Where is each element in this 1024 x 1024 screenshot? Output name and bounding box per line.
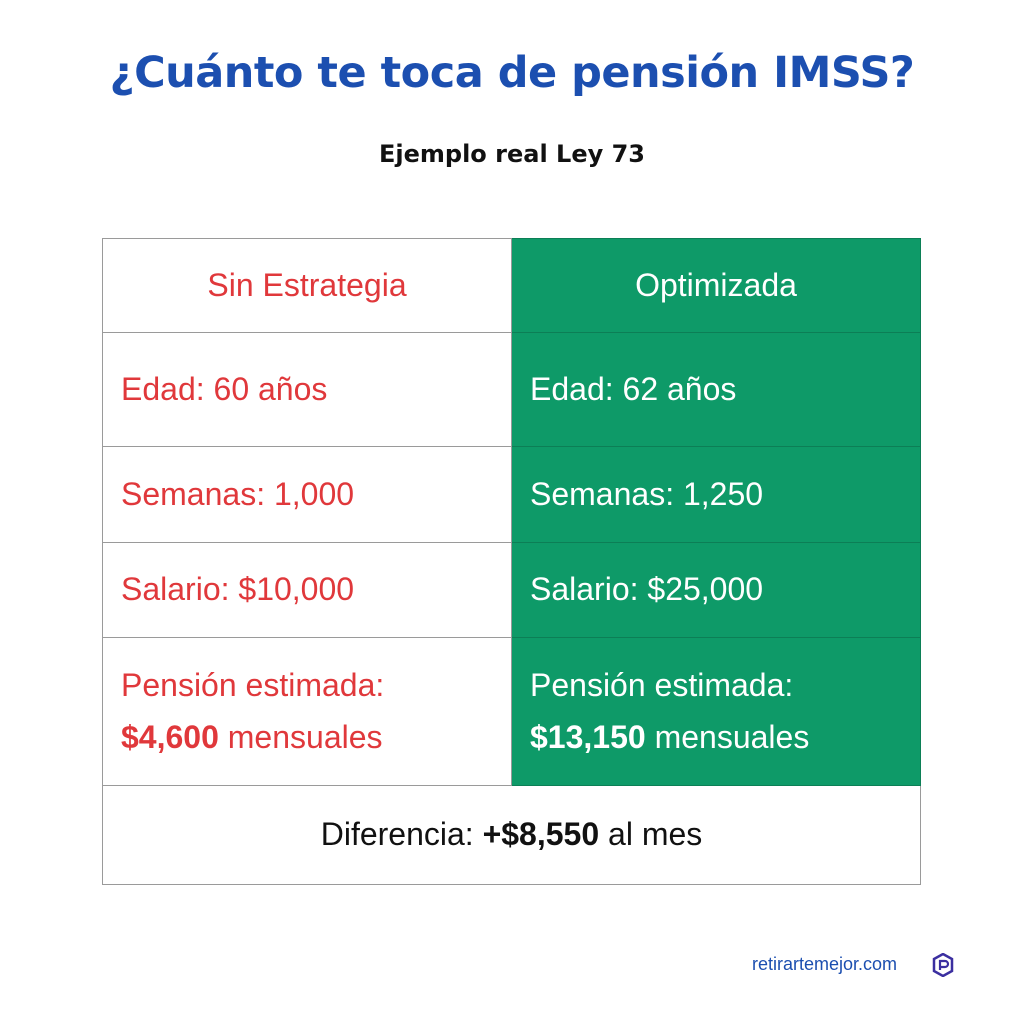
column-header: Optimizada [511,238,921,333]
row: Pensión estimada: $4,600 mensuales Pensió… [102,637,921,786]
cell: Semanas: 1,000 [102,446,512,543]
site-link[interactable]: retirartemejor.com [752,954,898,974]
cell: Pensión estimada: $13,150 mensuales [511,637,921,786]
comparison-table: Sin Estrategia Optimizada Edad: 60 años … [102,238,921,885]
difference-amount: +$8,550 [482,816,600,853]
row: Salario: $10,000 Salario: $25,000 [102,542,921,638]
subtitle: Ejemplo real Ley 73 [378,140,645,168]
difference-row: Diferencia: +$8,550 al mes [102,785,921,885]
pension-amount: $4,600 [121,718,219,755]
header-row: Sin Estrategia Optimizada [102,238,921,333]
difference-unit: al mes [608,816,703,853]
pension-label: Pensión estimada: [530,667,794,704]
pension-unit: mensuales [227,718,383,755]
logo [932,953,954,977]
row: Semanas: 1,000 Semanas: 1,250 [102,446,921,543]
pension-unit: mensuales [654,718,810,755]
column-header: Sin Estrategia [102,238,512,333]
cell: Semanas: 1,250 [511,446,921,543]
cell: Salario: $25,000 [511,542,921,638]
cell: Diferencia: +$8,550 al mes [102,785,921,885]
title: ¿Cuánto te toca de pensión IMSS? [109,48,915,98]
pension-label: Pensión estimada: [121,667,385,704]
cell: Edad: 60 años [102,332,512,447]
pension-amount: $13,150 [530,718,646,755]
cell: Pensión estimada: $4,600 mensuales [102,637,512,786]
cell: Salario: $10,000 [102,542,512,638]
cell: Edad: 62 años [511,332,921,447]
row: Edad: 60 años Edad: 62 años [102,332,921,447]
difference-label: Diferencia: [320,816,474,853]
